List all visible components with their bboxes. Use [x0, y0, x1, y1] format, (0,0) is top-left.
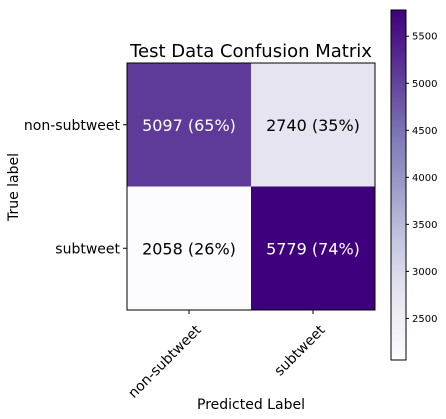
- heatmap-cell: [127, 63, 251, 187]
- colorbar-tick-label: 4000: [412, 173, 437, 184]
- y-tick-label: non-subtweet: [24, 118, 121, 134]
- heatmap-cell: [251, 186, 375, 310]
- heatmap-cell: [251, 63, 375, 187]
- cell-value-label: 5097 (65%): [142, 116, 236, 135]
- colorbar-tick-label: 3000: [412, 267, 437, 278]
- colorbar-tick-label: 2500: [412, 314, 437, 325]
- heatmap-cell: [127, 186, 251, 310]
- colorbar-tick-label: 5500: [412, 32, 437, 43]
- chart-title: Test Data Confusion Matrix: [129, 41, 372, 62]
- x-axis-ticks: non-subtweet subtweet: [125, 310, 329, 402]
- x-tick-label: subtweet: [272, 322, 329, 379]
- x-tick-label: non-subtweet: [125, 322, 205, 402]
- y-axis-label: True label: [6, 153, 22, 222]
- cell-value-label: 5779 (74%): [266, 239, 360, 258]
- x-axis-label: Predicted Label: [197, 397, 305, 413]
- heatmap-cells: 5097 (65%) 2740 (35%) 2058 (26%) 5779 (74%): [127, 63, 375, 310]
- y-tick-label: subtweet: [55, 241, 120, 257]
- colorbar: [390, 9, 407, 361]
- y-axis-ticks: non-subtweet subtweet: [24, 118, 127, 257]
- cell-value-label: 2058 (26%): [142, 239, 236, 258]
- colorbar-tick-label: 4500: [412, 126, 437, 137]
- colorbar-ticks: 2500 3000 3500 4000 4500 5000 5500: [406, 32, 437, 325]
- cell-value-label: 2740 (35%): [266, 116, 360, 135]
- colorbar-tick-label: 3500: [412, 220, 437, 231]
- plot-frame: [126, 62, 376, 311]
- colorbar-tick-label: 5000: [412, 79, 437, 90]
